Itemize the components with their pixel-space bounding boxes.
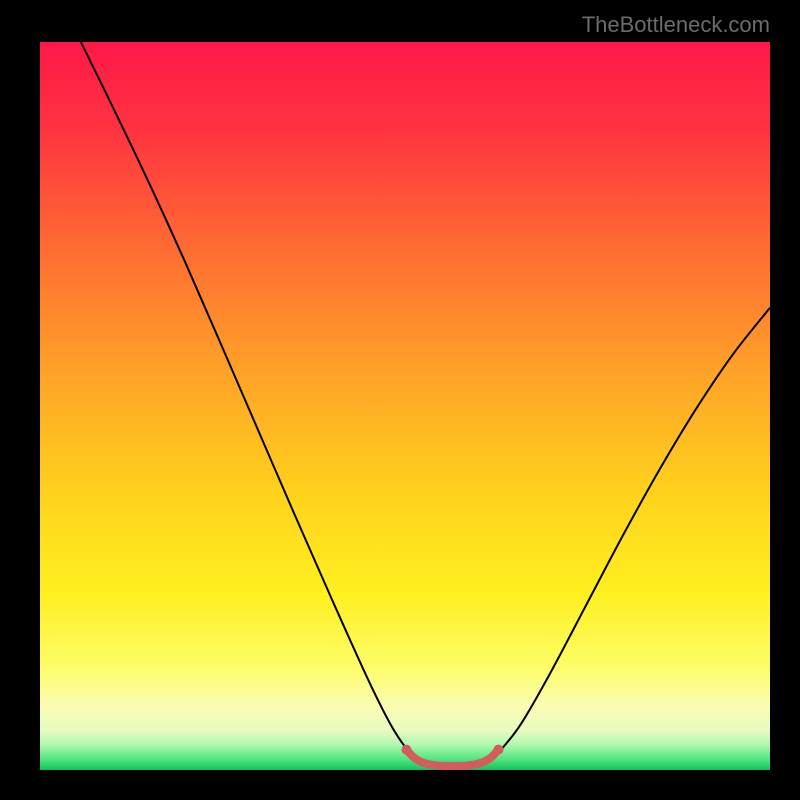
optimal-range-start-marker <box>401 745 411 755</box>
optimal-range-end-marker <box>493 745 503 755</box>
chart-stage: TheBottleneck.com <box>0 0 800 800</box>
bottleneck-chart <box>0 0 800 800</box>
plot-gradient-background <box>40 42 770 770</box>
